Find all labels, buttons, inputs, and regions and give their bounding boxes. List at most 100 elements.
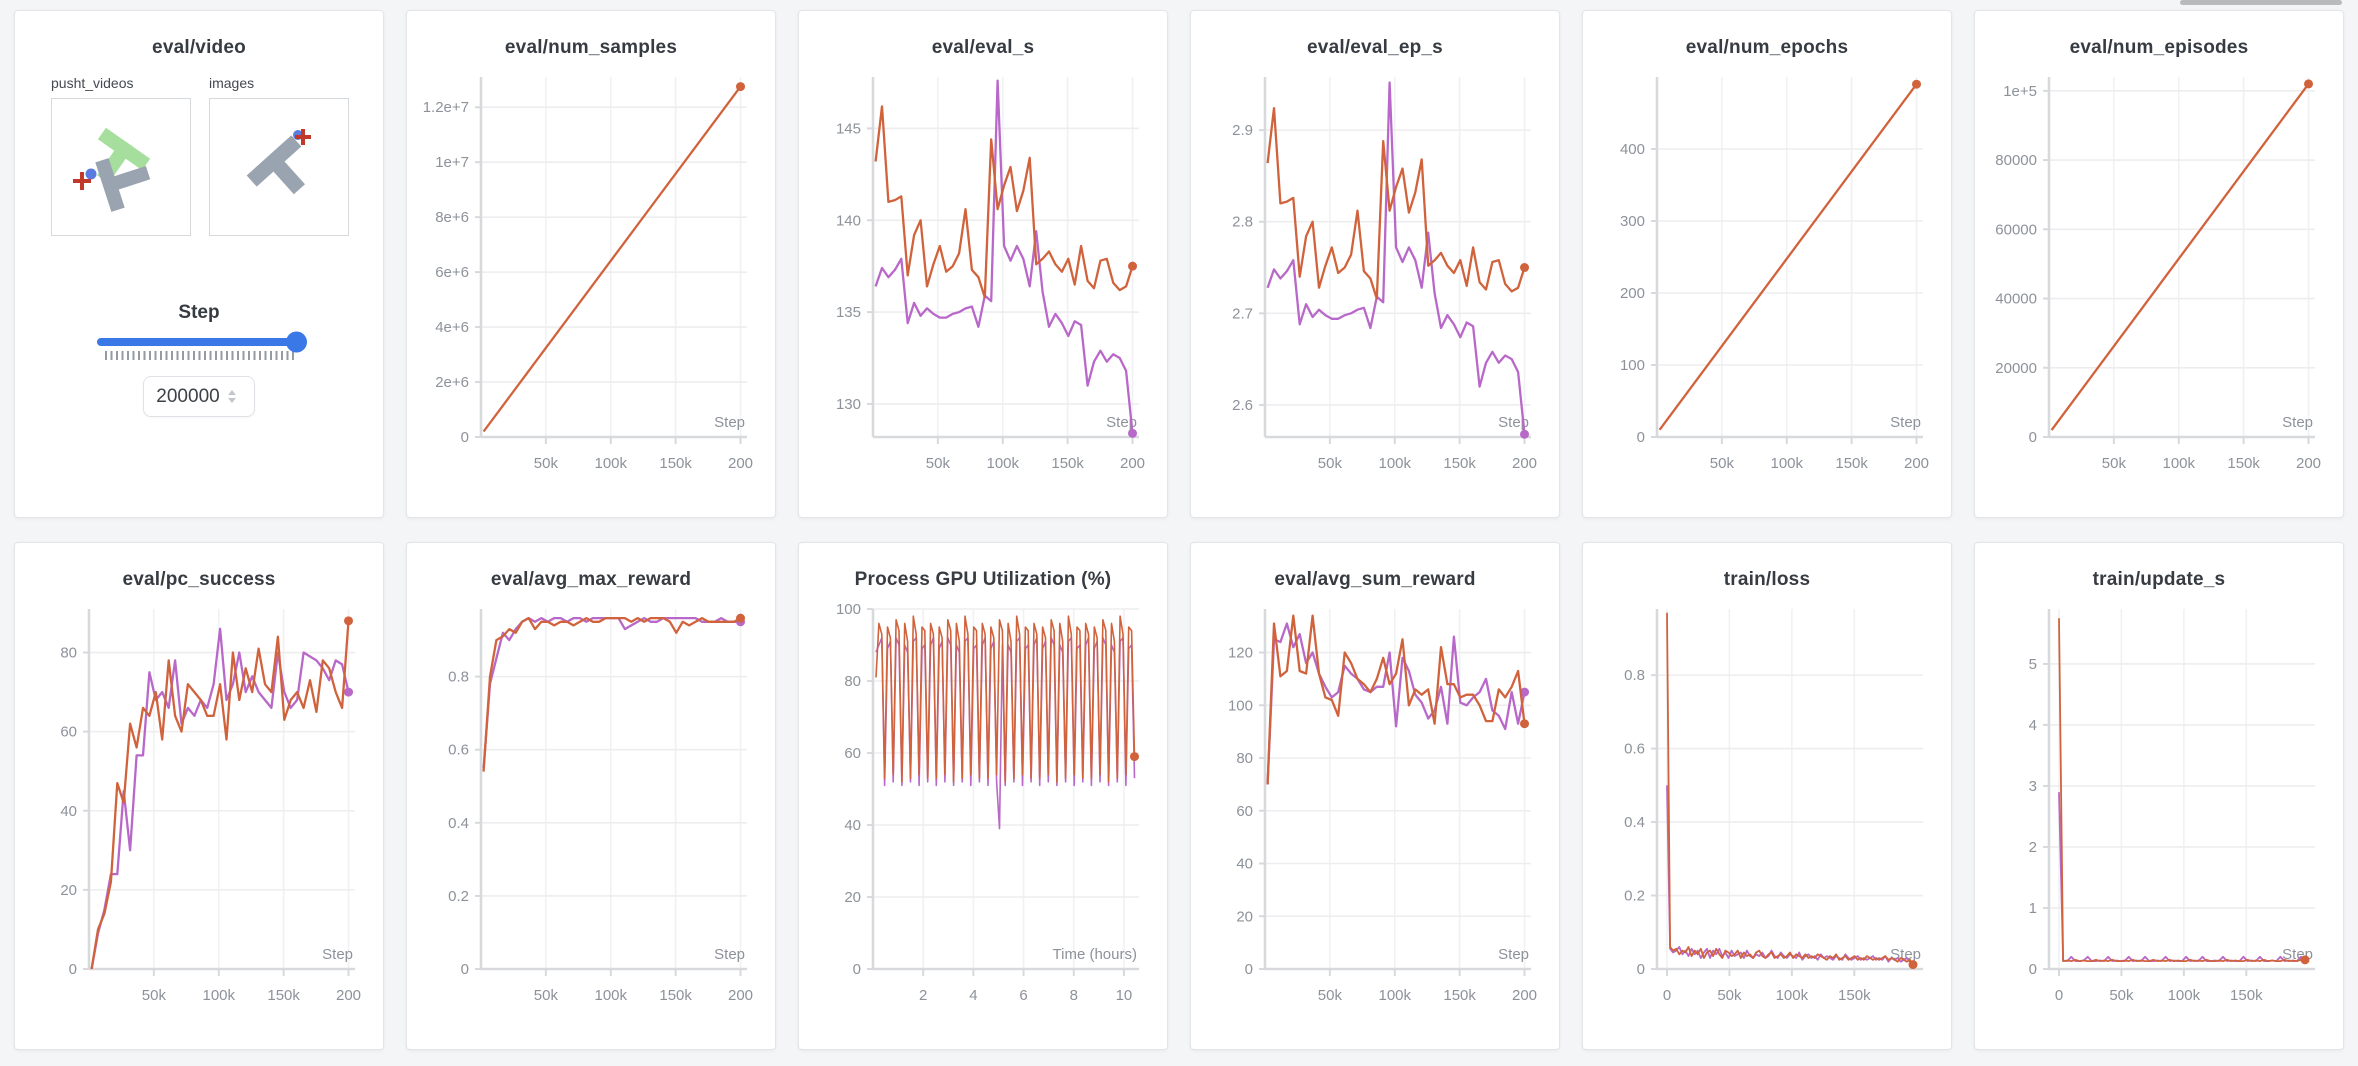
goal-cross xyxy=(73,172,91,190)
panel-eval-num-episodes[interactable]: eval/num_episodes 50k 100k 150k 200 0 20000 40… xyxy=(1974,10,2344,518)
step-slider-track[interactable] xyxy=(97,331,307,353)
step-decrement-icon[interactable] xyxy=(228,398,236,403)
panel-eval-video[interactable]: eval/video pusht_videos xyxy=(14,10,384,518)
y-tick-label: 2 xyxy=(2029,839,2037,856)
y-tick-label: 400 xyxy=(1620,141,1645,158)
series-line-run-orange xyxy=(1266,614,1526,785)
y-tick-label: 20 xyxy=(60,882,77,899)
series-line-run-orange xyxy=(1266,106,1526,300)
panel-process-gpu-utilization-[interactable]: Process GPU Utilization (%) 2 4 6 8 10 0 20 40 6… xyxy=(798,542,1168,1050)
x-tick-label: 100k xyxy=(2168,987,2201,1004)
step-slider-thumb[interactable] xyxy=(286,331,307,353)
chart-canvas[interactable]: 50k 100k 150k 200 0 2e+6 4e+6 6e+6 8e+6 1e+7 1.2e+… xyxy=(419,67,763,491)
x-tick-label: 50k xyxy=(142,987,167,1004)
x-tick-label: 200 xyxy=(1512,987,1537,1004)
x-tick-label: 100k xyxy=(2162,455,2195,472)
panel-eval-num-epochs[interactable]: eval/num_epochs 50k 100k 150k 200 0 100 200 300… xyxy=(1582,10,1952,518)
y-tick-label: 80 xyxy=(1236,750,1253,767)
agent-dot xyxy=(85,168,97,180)
x-tick-label: 150k xyxy=(2227,455,2260,472)
chart-canvas[interactable]: 50k 100k 150k 200 0 100 200 300 400 Step xyxy=(1595,67,1939,491)
step-value-input[interactable] xyxy=(148,384,228,409)
panel-eval-eval-ep-s[interactable]: eval/eval_ep_s 50k 100k 150k 200 2.6 2.7 2.8 2.… xyxy=(1190,10,1560,518)
panel-eval-eval-s[interactable]: eval/eval_s 50k 100k 150k 200 130 135 140 145 St… xyxy=(798,10,1168,518)
chart-title: Process GPU Utilization (%) xyxy=(854,569,1112,590)
x-tick-label: 150k xyxy=(659,455,692,472)
panel-eval-pc-success[interactable]: eval/pc_success 50k 100k 150k 200 0 20 40 60 80 S… xyxy=(14,542,384,1050)
x-axis-label: Step xyxy=(1890,414,1921,431)
y-tick-label: 300 xyxy=(1620,213,1645,230)
series-end-dot-run-purple xyxy=(344,687,354,697)
panel-eval-avg-sum-reward[interactable]: eval/avg_sum_reward 50k 100k 150k 200 0 20 40 6… xyxy=(1190,542,1560,1050)
chart-title: eval/avg_sum_reward xyxy=(1274,569,1476,590)
x-tick-label: 50k xyxy=(534,455,559,472)
step-stepper xyxy=(228,390,236,403)
y-tick-label: 20000 xyxy=(1995,360,2037,377)
y-tick-label: 60 xyxy=(1236,803,1253,820)
series-end-dot-run-purple xyxy=(1520,429,1530,439)
x-tick-label: 50k xyxy=(2102,455,2127,472)
series-end-dot-run-orange xyxy=(736,82,746,92)
panel-eval-avg-max-reward[interactable]: eval/avg_max_reward 50k 100k 150k 200 0 0.2 0.… xyxy=(406,542,776,1050)
y-tick-label: 0.2 xyxy=(1624,888,1645,905)
y-tick-label: 40 xyxy=(1236,856,1253,873)
x-tick-label: 150k xyxy=(1838,987,1871,1004)
series-end-dot-run-orange xyxy=(1520,719,1530,729)
series-line-run-purple xyxy=(90,627,350,970)
y-tick-label: 4 xyxy=(2029,717,2037,734)
step-increment-icon[interactable] xyxy=(228,390,236,395)
x-axis-label: Time (hours) xyxy=(1053,946,1137,963)
chart-title: eval/avg_max_reward xyxy=(490,569,692,590)
y-tick-label: 1.2e+7 xyxy=(423,99,469,116)
chart-canvas[interactable]: 50k 100k 150k 200 130 135 140 145 Step xyxy=(811,67,1155,491)
x-tick-label: 100k xyxy=(202,987,235,1004)
x-tick-label: 100k xyxy=(1378,455,1411,472)
y-tick-label: 0 xyxy=(69,961,77,978)
chart-canvas[interactable]: 50k 100k 150k 200 2.6 2.7 2.8 2.9 Step xyxy=(1203,67,1547,491)
y-tick-label: 0 xyxy=(1637,961,1645,978)
video-thumbnail-pusht[interactable] xyxy=(51,98,191,236)
chart-title: eval/num_samples xyxy=(504,37,678,58)
x-tick-label: 200 xyxy=(728,455,753,472)
panel-train-loss[interactable]: train/loss 0 50k 100k 150k 0 0.2 0.4 0.6 0.8 Step xyxy=(1582,542,1952,1050)
step-slider[interactable] xyxy=(97,331,307,360)
y-tick-label: 0 xyxy=(461,961,469,978)
series-line-run-orange xyxy=(2050,83,2310,431)
series-end-dot-run-orange xyxy=(2300,955,2310,965)
y-tick-label: 0 xyxy=(1637,429,1645,446)
y-tick-label: 5 xyxy=(2029,656,2037,673)
series-line-run-purple xyxy=(874,79,1134,434)
video-thumbnail-images[interactable] xyxy=(209,98,349,236)
horizontal-scrollbar-thumb[interactable] xyxy=(2180,0,2342,5)
x-tick-label: 8 xyxy=(1070,987,1078,1004)
series-end-dot-run-orange xyxy=(736,613,746,623)
chart-canvas[interactable]: 50k 100k 150k 200 0 20 40 60 80 100 120 Step xyxy=(1203,599,1547,1023)
y-tick-label: 0 xyxy=(2029,429,2037,446)
chart-title: train/update_s xyxy=(2092,569,2226,590)
series-end-dot-run-orange xyxy=(2304,79,2314,89)
chart-title: eval/eval_s xyxy=(931,37,1035,58)
y-tick-label: 0.8 xyxy=(448,669,469,686)
y-tick-label: 20 xyxy=(844,889,861,906)
y-tick-label: 100 xyxy=(836,601,861,618)
x-tick-label: 50k xyxy=(1717,987,1742,1004)
gray-tee-shape xyxy=(246,135,306,195)
series-line-run-purple xyxy=(1266,81,1526,435)
x-tick-label: 200 xyxy=(1512,455,1537,472)
series-end-dot-run-orange xyxy=(1128,261,1138,271)
y-tick-label: 0 xyxy=(1245,961,1253,978)
y-tick-label: 2.6 xyxy=(1232,397,1253,414)
chart-canvas[interactable]: 50k 100k 150k 200 0 20 40 60 80 Step xyxy=(27,599,371,1023)
media-panel-title: eval/video xyxy=(152,37,246,58)
panel-eval-num-samples[interactable]: eval/num_samples 50k 100k 150k 200 0 2e+6 4e+6… xyxy=(406,10,776,518)
y-tick-label: 80 xyxy=(844,673,861,690)
chart-canvas[interactable]: 50k 100k 150k 200 0 0.2 0.4 0.6 0.8 Step xyxy=(419,599,763,1023)
y-tick-label: 6e+6 xyxy=(435,264,469,281)
media-figure-pusht: pusht_videos xyxy=(51,75,191,236)
chart-canvas[interactable]: 50k 100k 150k 200 0 20000 40000 60000 80000 1e+5 S… xyxy=(1987,67,2331,491)
panel-train-update-s[interactable]: train/update_s 0 50k 100k 150k 0 1 2 3 4 5 Step xyxy=(1974,542,2344,1050)
